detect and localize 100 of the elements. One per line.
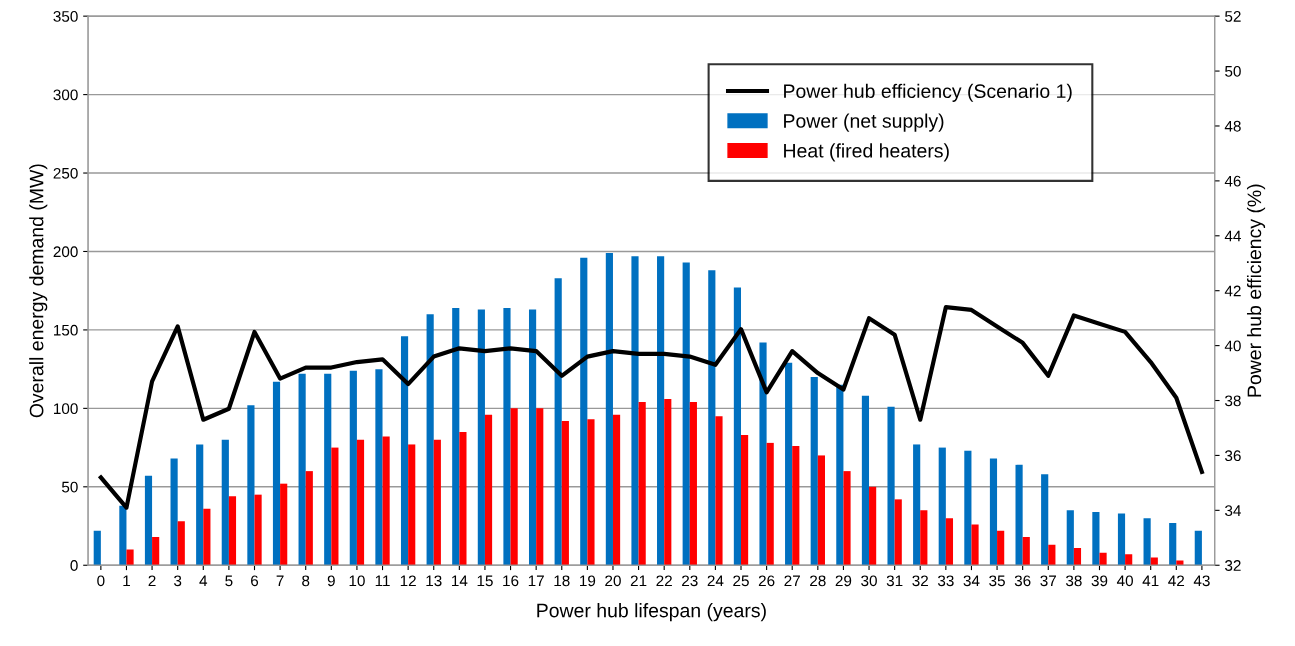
- x-tick-label: 29: [835, 575, 852, 587]
- x-tick-label: 9: [327, 575, 335, 587]
- x-tick-label: 7: [276, 575, 284, 587]
- x-tick-label: 22: [656, 575, 672, 587]
- y2-tick-label: 34: [1225, 505, 1241, 517]
- bar: [971, 524, 979, 566]
- y-tick-label: 150: [54, 324, 78, 336]
- x-tick-label: 31: [886, 575, 903, 587]
- bar: [305, 471, 313, 566]
- bar: [536, 408, 544, 566]
- bar: [869, 486, 877, 566]
- bar: [989, 458, 998, 566]
- x-tick-label: 36: [1014, 575, 1031, 587]
- y2-tick-label: 46: [1224, 175, 1241, 187]
- x-tick-label: 27: [784, 575, 800, 587]
- x-tick-label: 1: [123, 575, 130, 587]
- x-tick-label: 15: [477, 575, 493, 587]
- y-tick-label: 250: [53, 167, 78, 179]
- bar: [1150, 557, 1158, 566]
- y2-tick-label: 50: [1225, 65, 1241, 77]
- bar: [997, 530, 1005, 566]
- x-tick-label: 33: [937, 575, 954, 587]
- bar: [126, 549, 134, 566]
- bar: [1092, 511, 1100, 566]
- x-tick-label: 37: [1040, 575, 1056, 587]
- bar: [528, 309, 537, 566]
- x-tick-label: 21: [630, 575, 647, 587]
- x-tick-label: 6: [251, 575, 259, 587]
- bar: [708, 270, 716, 566]
- x-tick-label: 42: [1168, 575, 1185, 587]
- bar: [689, 402, 697, 566]
- bar: [1099, 552, 1107, 566]
- bar: [510, 408, 518, 566]
- x-tick-label: 20: [605, 575, 621, 587]
- bar: [477, 309, 485, 566]
- bar: [733, 287, 741, 566]
- x-tick-label: 41: [1142, 575, 1159, 587]
- bar: [861, 395, 870, 566]
- x-tick-label: 26: [758, 575, 775, 587]
- bar: [375, 369, 383, 566]
- bar: [1048, 544, 1056, 566]
- legend-label: Heat (fired heaters): [784, 143, 949, 162]
- bar: [247, 405, 255, 566]
- bar: [298, 373, 306, 566]
- bar: [894, 499, 902, 566]
- y2-tick-label: 32: [1225, 560, 1241, 571]
- x-tick-label: 35: [989, 575, 1005, 587]
- y2-axis-title: Power hub efficiency (%): [1246, 184, 1266, 397]
- bar: [1194, 530, 1202, 566]
- bar: [1015, 464, 1023, 566]
- bar: [119, 505, 127, 566]
- bar: [228, 496, 237, 566]
- bar: [612, 414, 621, 566]
- x-tick-label: 3: [174, 575, 182, 587]
- bar: [938, 447, 946, 566]
- x-tick-label: 30: [861, 575, 877, 587]
- x-axis-title: Power hub lifespan (years): [537, 603, 766, 622]
- bar: [1041, 474, 1049, 566]
- y-tick-label: 350: [53, 11, 78, 22]
- bar: [554, 278, 562, 566]
- x-tick-label: 34: [963, 575, 980, 587]
- bar: [349, 370, 357, 566]
- bar: [1073, 547, 1082, 566]
- y-tick-label: 100: [54, 403, 78, 415]
- x-tick-label: 28: [810, 575, 826, 587]
- x-tick-label: 43: [1193, 575, 1210, 587]
- line-series: [98, 305, 1204, 510]
- x-tick-label: 24: [707, 575, 724, 587]
- bar: [144, 475, 153, 566]
- y-tick-label: 50: [61, 481, 78, 493]
- bar: [382, 436, 390, 566]
- bar: [964, 450, 972, 566]
- bar: [170, 458, 178, 566]
- bar: [605, 253, 613, 566]
- x-tick-label: 18: [554, 575, 570, 587]
- bar: [324, 373, 332, 566]
- bar: [741, 435, 749, 566]
- y2-tick-label: 48: [1224, 120, 1241, 132]
- bar: [664, 398, 672, 566]
- x-tick-label: 2: [148, 575, 156, 587]
- bar: [766, 442, 774, 566]
- x-tick-label: 32: [912, 575, 928, 587]
- x-tick-label: 38: [1065, 575, 1082, 587]
- bar: [426, 314, 434, 566]
- y2-tick-label: 38: [1225, 395, 1241, 407]
- bar: [817, 455, 825, 566]
- bar: [459, 431, 467, 566]
- x-tick-label: 23: [682, 575, 698, 587]
- x-tick-label: 11: [375, 575, 390, 587]
- bar: [203, 508, 211, 566]
- bar: [631, 256, 639, 566]
- x-tick-label: 25: [733, 575, 749, 587]
- x-tick-label: 40: [1116, 575, 1133, 587]
- bar: [887, 406, 895, 566]
- x-tick-label: 0: [97, 575, 105, 587]
- bar: [452, 307, 460, 566]
- bar: [356, 439, 365, 566]
- legend-label: Power (net supply): [784, 113, 944, 132]
- bar: [580, 257, 588, 566]
- y-tick-label: 0: [70, 560, 78, 571]
